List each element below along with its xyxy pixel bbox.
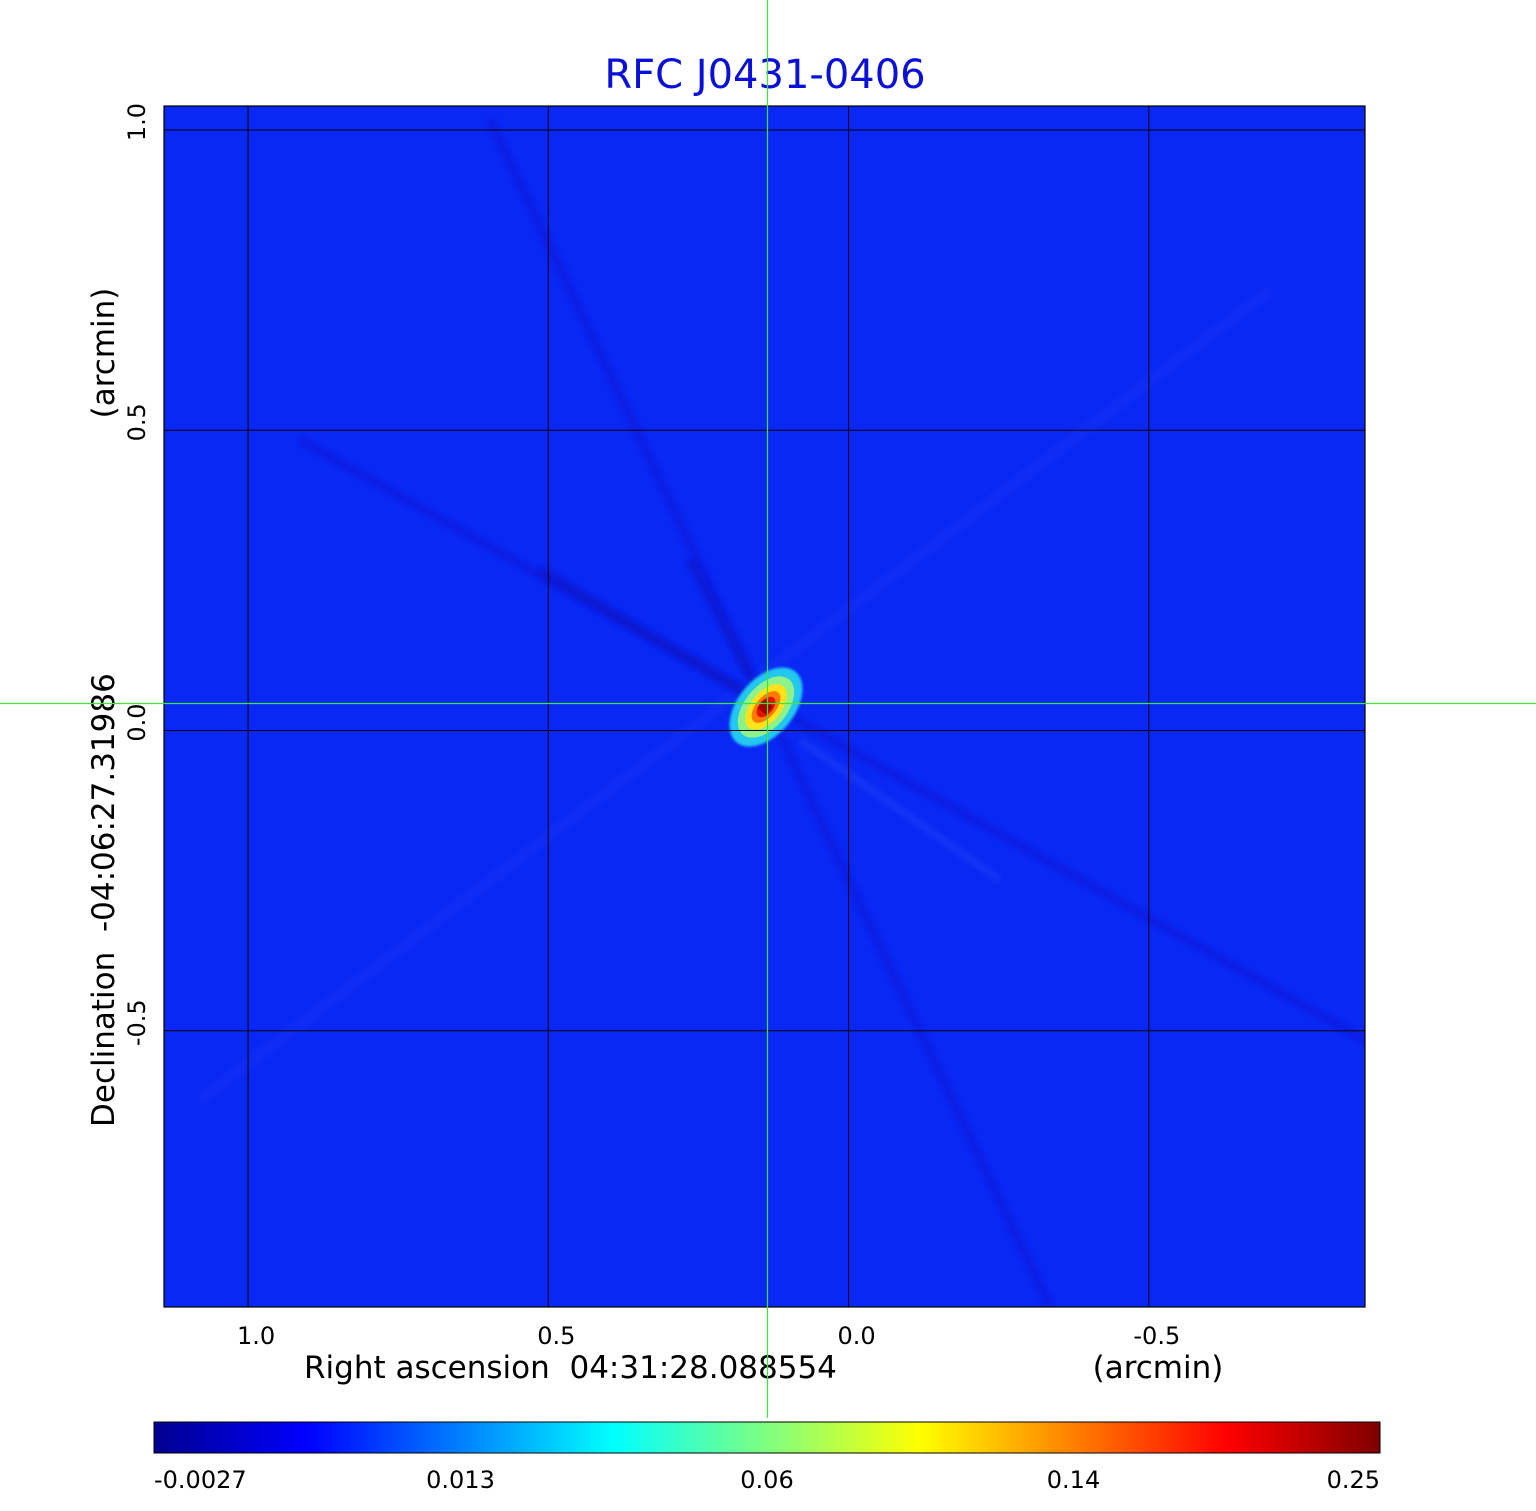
- grid-lines: [164, 106, 1365, 1307]
- y-tick-label: -0.5: [123, 999, 151, 1046]
- colorbar-gradient: [153, 1421, 1381, 1454]
- colorbar-tick-label: 0.013: [426, 1466, 495, 1494]
- colorbar: -0.0027 0.013 0.06 0.14 0.25: [153, 1421, 1381, 1494]
- y-axis-label: Declination -04:06:27.31986: [86, 673, 122, 1127]
- streak-inner-right: [797, 736, 1003, 884]
- y-tick-label: 1.0: [123, 103, 151, 141]
- streak-inner-left: [537, 565, 768, 710]
- streak-inner-top: [685, 557, 770, 708]
- streak-nw-se: [297, 436, 1365, 1044]
- x-tick-label: -0.5: [1133, 1322, 1180, 1350]
- colorbar-tick-label: 0.25: [1327, 1466, 1380, 1494]
- colorbar-tick-label: 0.06: [740, 1466, 793, 1494]
- x-tick-label: 1.0: [237, 1322, 275, 1350]
- x-axis-unit: (arcmin): [1093, 1350, 1224, 1386]
- y-axis-unit: (arcmin): [86, 288, 122, 419]
- crosshair: [0, 0, 1536, 1418]
- y-tick-label: 0.0: [123, 703, 151, 741]
- plot-frame: [163, 105, 1366, 1308]
- colorbar-tick-label: 0.14: [1047, 1466, 1100, 1494]
- colorbar-tick-label: -0.0027: [154, 1466, 247, 1494]
- colorbar-tick-labels: -0.0027 0.013 0.06 0.14 0.25: [154, 1466, 1380, 1494]
- chart-title: RFC J0431-0406: [604, 52, 925, 98]
- streak-ne-sw: [196, 285, 1274, 1105]
- source-blob: [729, 667, 803, 747]
- x-axis-label: Right ascension 04:31:28.088554: [304, 1350, 837, 1386]
- x-tick-labels: 1.0 0.5 0.0 -0.5: [237, 1322, 1180, 1350]
- x-tick-label: 0.5: [537, 1322, 575, 1350]
- y-tick-labels: 1.0 0.5 0.0 -0.5: [123, 103, 151, 1046]
- plot-area: [163, 105, 1366, 1308]
- y-tick-label: 0.5: [123, 403, 151, 441]
- x-tick-label: 0.0: [837, 1322, 875, 1350]
